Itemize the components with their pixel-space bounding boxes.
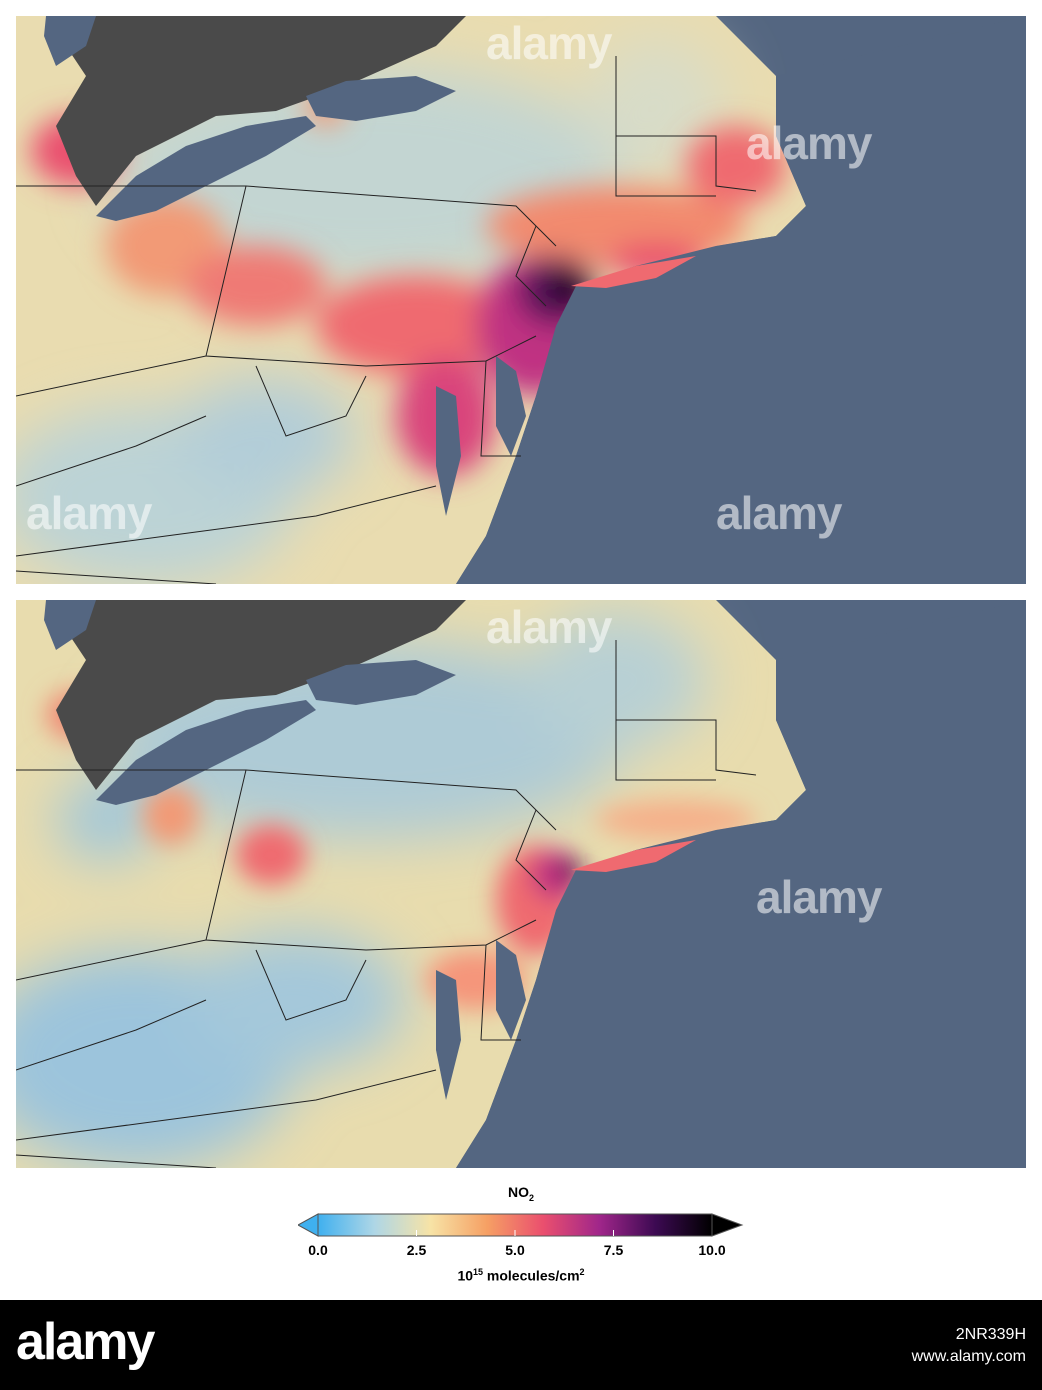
colorbar-tick-label: 5.0 — [505, 1242, 525, 1258]
long-island — [571, 840, 696, 872]
colorbar-tick-label: 7.5 — [603, 1242, 624, 1258]
state-borders — [16, 56, 757, 584]
delaware-bay — [496, 356, 526, 456]
colorbar — [298, 1213, 744, 1237]
no2-map-before — [16, 16, 1026, 584]
colorbar-legend: NO2 0.0 2.5 5.0 7.5 10.0 1015 molecules/cm2 — [0, 1180, 1042, 1290]
delaware-bay — [496, 940, 526, 1040]
lake-erie — [96, 116, 316, 221]
ontario-land — [46, 600, 466, 790]
colorbar-tick-label: 10.0 — [698, 1242, 726, 1258]
image-info: 2NR339H www.alamy.com — [912, 1324, 1026, 1368]
units-squared: 2 — [579, 1267, 585, 1277]
lake-ontario — [306, 660, 456, 705]
image-id: 2NR339H — [955, 1326, 1026, 1343]
colorbar-max-arrow — [711, 1213, 744, 1237]
lake-huron — [44, 16, 96, 66]
map-panel-before: alamy alamy alamy alamy — [16, 16, 1026, 584]
stock-footer: alamy 2NR339H www.alamy.com — [0, 1300, 1042, 1390]
colorbar-tick-label: 0.0 — [308, 1242, 328, 1258]
atlantic-ocean — [456, 16, 1026, 584]
atlantic-ocean — [456, 600, 1026, 1168]
long-island — [571, 256, 696, 288]
units-exponent: 15 — [473, 1267, 484, 1277]
state-borders — [16, 640, 757, 1168]
units-text: molecules/cm — [483, 1267, 580, 1284]
units-base: 10 — [457, 1267, 474, 1284]
colorbar-tick-label: 2.5 — [406, 1242, 427, 1258]
alamy-logo: alamy — [16, 1313, 155, 1371]
chesapeake-bay — [436, 970, 461, 1100]
site-url: www.alamy.com — [911, 1348, 1026, 1365]
colorbar-min-arrow — [298, 1213, 319, 1237]
legend-title-main: NO — [507, 1184, 529, 1200]
chesapeake-bay — [436, 386, 461, 516]
legend-title: NO2 — [0, 1184, 1042, 1203]
legend-units: 1015 molecules/cm2 — [0, 1267, 1042, 1284]
ontario-land — [46, 16, 466, 206]
legend-title-subscript: 2 — [528, 1192, 534, 1203]
lake-huron — [44, 600, 96, 650]
lake-ontario — [306, 76, 456, 121]
no2-map-during — [16, 600, 1026, 1168]
map-panel-during: alamy alamy — [16, 600, 1026, 1168]
lake-erie — [96, 700, 316, 805]
